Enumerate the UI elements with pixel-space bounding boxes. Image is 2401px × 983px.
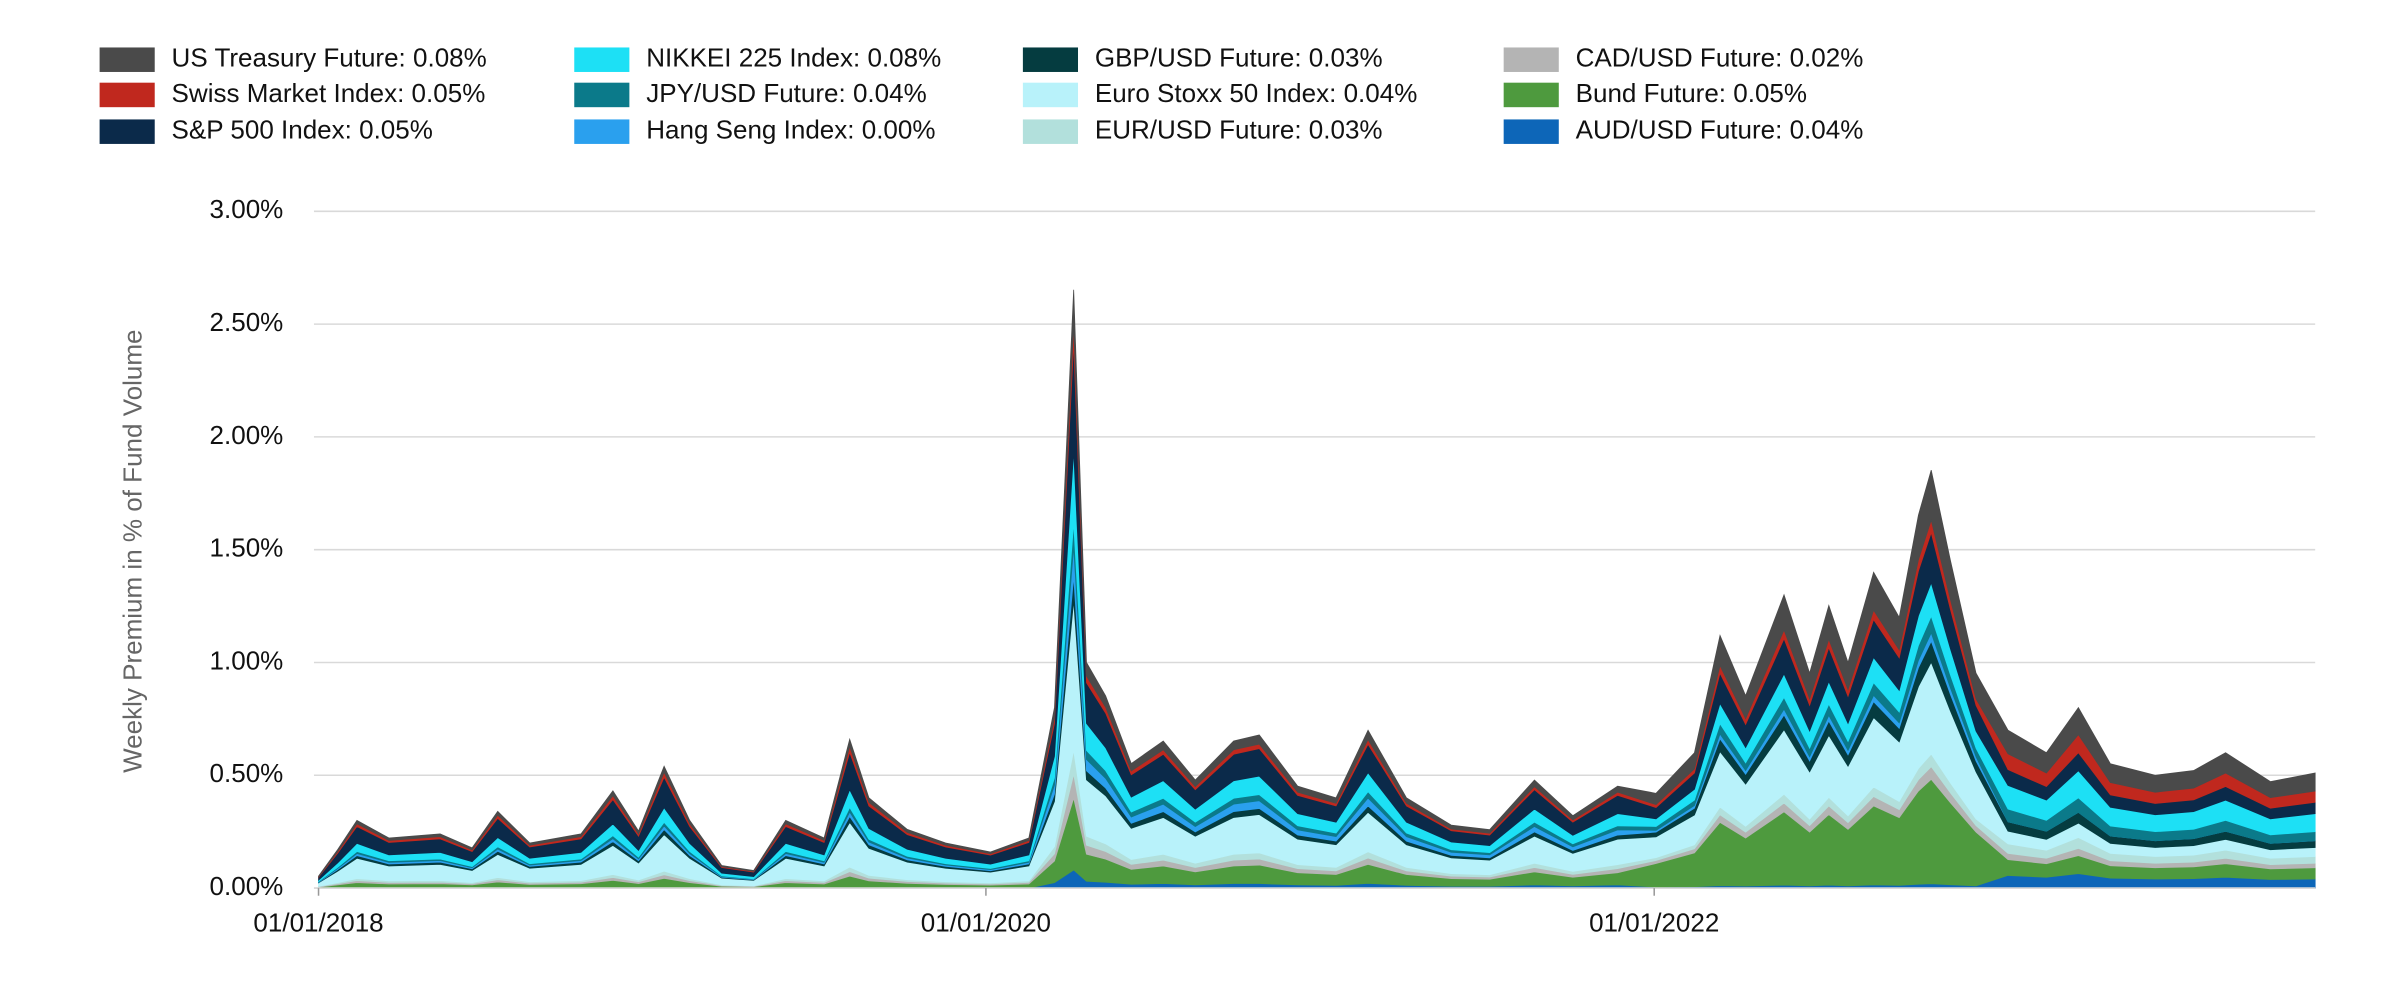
area bbox=[318, 289, 2316, 878]
legend-swatch bbox=[99, 82, 155, 108]
y-tick-label: 2.00% bbox=[210, 420, 284, 450]
legend-label: S&P 500 Index: 0.05% bbox=[172, 115, 433, 145]
legend-label: AUD/USD Future: 0.04% bbox=[1576, 115, 1864, 145]
legend-label: Hang Seng Index: 0.00% bbox=[646, 115, 935, 145]
legend-label: CAD/USD Future: 0.02% bbox=[1576, 43, 1864, 73]
legend-label: Swiss Market Index: 0.05% bbox=[172, 78, 486, 108]
y-axis-title: Weekly Premium in % of Fund Volume bbox=[118, 330, 148, 773]
legend-label: JPY/USD Future: 0.04% bbox=[646, 78, 927, 108]
x-tick-label: 01/01/2022 bbox=[1589, 908, 1719, 938]
x-tick-label: 01/01/2020 bbox=[921, 908, 1051, 938]
legend-swatch bbox=[574, 82, 630, 108]
x-tick-label: 01/01/2018 bbox=[253, 908, 383, 938]
legend-swatch bbox=[1022, 82, 1079, 108]
y-tick-label: 1.00% bbox=[210, 645, 284, 675]
legend-label: NIKKEI 225 Index: 0.08% bbox=[646, 43, 941, 73]
legend-swatch bbox=[1503, 47, 1559, 72]
y-tick-label: 1.50% bbox=[210, 533, 284, 563]
legend-swatch bbox=[574, 119, 630, 144]
legend-label: Euro Stoxx 50 Index: 0.04% bbox=[1095, 78, 1418, 108]
legend-swatch bbox=[1022, 119, 1079, 144]
legend-label: GBP/USD Future: 0.03% bbox=[1095, 43, 1383, 73]
y-tick-label: 2.50% bbox=[210, 307, 284, 337]
legend-swatch bbox=[1022, 47, 1079, 72]
legend-swatch bbox=[99, 119, 155, 144]
y-tick-label: 3.00% bbox=[210, 194, 284, 224]
legend-label: Bund Future: 0.05% bbox=[1576, 78, 1807, 108]
y-tick-label: 0.50% bbox=[210, 758, 284, 788]
legend-swatch bbox=[99, 47, 155, 72]
y-tick-label: 0.00% bbox=[210, 871, 284, 901]
legend-swatch bbox=[1503, 82, 1559, 108]
legend-label: EUR/USD Future: 0.03% bbox=[1095, 115, 1383, 145]
legend-swatch bbox=[1503, 119, 1559, 144]
legend-swatch bbox=[574, 47, 630, 72]
legend-label: US Treasury Future: 0.08% bbox=[172, 43, 487, 73]
